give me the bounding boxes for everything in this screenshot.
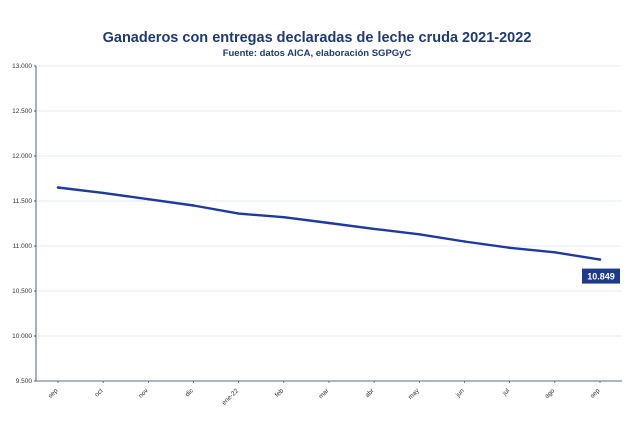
x-tick-label: oct [93, 387, 104, 398]
data-point [327, 221, 331, 225]
last-value-label-box [582, 268, 620, 284]
y-tick-label: 11.000 [13, 243, 33, 250]
y-tick-label: 10.500 [12, 288, 32, 295]
data-point [508, 246, 511, 249]
data-point [56, 186, 60, 189]
data-point [192, 204, 195, 207]
data-point [237, 212, 240, 215]
data-point [147, 198, 150, 201]
data-point [553, 251, 557, 254]
y-tick-label: 12.000 [12, 153, 32, 160]
x-tick-label: jul [501, 387, 512, 398]
x-tick-label: ago [544, 387, 557, 400]
x-tick-label: dic [184, 387, 195, 398]
data-point [372, 227, 376, 231]
x-tick-label: sep [589, 387, 602, 400]
data-point [101, 191, 105, 195]
x-tick-label: jun [454, 387, 466, 399]
y-tick-label: 13.000 [12, 63, 32, 70]
y-tick-label: 12.500 [12, 108, 32, 115]
x-tick-label: abr [364, 387, 376, 399]
x-tick-label: nov [137, 387, 150, 400]
data-point [418, 233, 421, 236]
chart-subtitle: Fuente: datos AICA, elaboración SGPGyC [222, 48, 412, 59]
y-tick-label: 10.000 [12, 333, 32, 340]
last-value-label: 10.849 [587, 272, 615, 282]
x-tick-label: mar [318, 387, 331, 400]
y-tick-label: 9.500 [16, 378, 33, 385]
x-tick-label: feb [274, 387, 286, 399]
chart-title: Ganaderos con entregas declaradas de lec… [102, 30, 532, 46]
data-point [282, 216, 286, 219]
x-tick-label: ene-22 [221, 387, 241, 407]
y-tick-label: 11.500 [13, 198, 33, 205]
x-tick-label: sep [47, 387, 60, 400]
x-tick-label: may [407, 387, 421, 401]
data-point [598, 258, 602, 261]
data-point [463, 240, 466, 243]
